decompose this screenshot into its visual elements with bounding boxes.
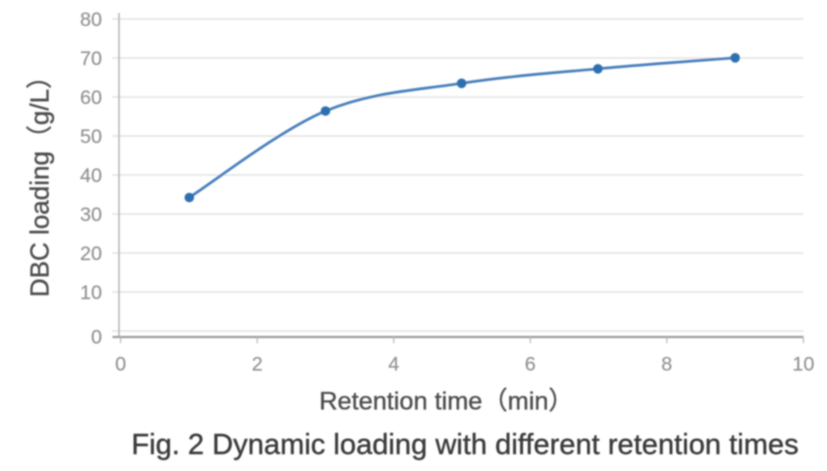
svg-text:60: 60	[80, 87, 102, 109]
svg-text:Fig. 2 Dynamic loading with di: Fig. 2 Dynamic loading with different re…	[131, 429, 798, 461]
svg-text:10: 10	[80, 282, 102, 304]
svg-text:0: 0	[115, 353, 126, 375]
svg-text:30: 30	[80, 204, 102, 226]
svg-text:40: 40	[80, 165, 102, 187]
svg-text:Retention time（min）: Retention time（min）	[319, 388, 573, 416]
svg-text:80: 80	[80, 9, 102, 31]
svg-text:4: 4	[388, 353, 399, 375]
svg-text:6: 6	[525, 353, 536, 375]
svg-text:10: 10	[792, 353, 814, 375]
svg-text:70: 70	[80, 48, 102, 70]
svg-text:50: 50	[80, 126, 102, 148]
svg-text:2: 2	[252, 353, 263, 375]
svg-text:DBC loading（g/L）: DBC loading（g/L）	[25, 63, 55, 297]
svg-text:0: 0	[91, 327, 102, 349]
svg-text:20: 20	[80, 243, 102, 265]
svg-text:8: 8	[661, 353, 672, 375]
